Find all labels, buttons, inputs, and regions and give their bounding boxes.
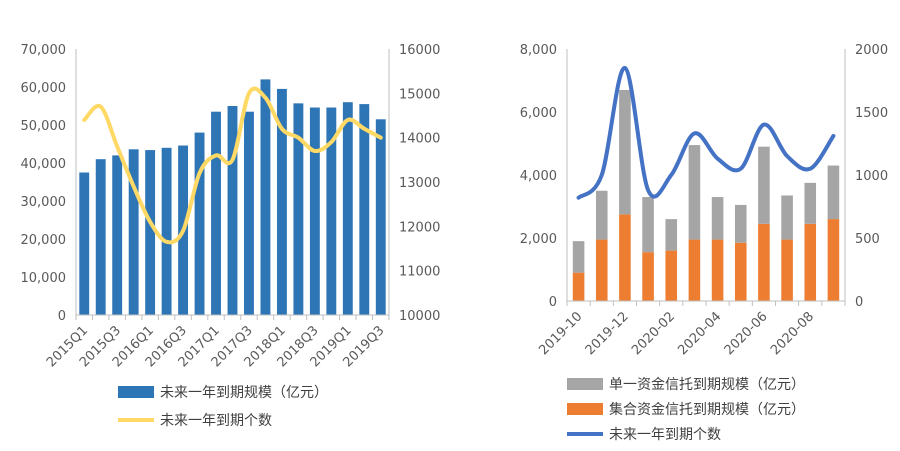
chart-2-maturity-by-month: 0 2,000 4,000 6,000 8,000 0 500 1000 1500 2000 201… (520, 43, 888, 443)
chart1-bar (309, 107, 320, 316)
chart2-bar (827, 219, 840, 301)
chart1-y-tick-label: 10,000 (21, 271, 67, 286)
chart2-bar (665, 219, 678, 251)
chart1-y-tick-label: 60,000 (21, 81, 67, 96)
chart2-bar (595, 239, 608, 301)
chart2-bar (734, 242, 747, 301)
chart1-bar (112, 155, 123, 315)
chart1-legend-label: 未来一年到期规模（亿元） (160, 385, 328, 401)
chart1-bar (359, 104, 370, 315)
chart2-legend-swatch (567, 403, 603, 415)
chart2-bar (572, 241, 585, 273)
chart1-y2-tick-label: 10000 (399, 309, 440, 324)
chart2-x-tick-label: 2020-08 (768, 309, 817, 358)
chart1-y2-tick-label: 11000 (399, 265, 440, 280)
chart2-bar (781, 239, 793, 301)
chart1-bar (227, 106, 238, 315)
chart2-bar (642, 252, 654, 301)
chart1-bar (276, 88, 287, 316)
chart2-bar (619, 89, 631, 215)
chart1-series-line (82, 86, 383, 245)
chart2-legend-label: 单一资金信托到期规模（亿元） (609, 377, 805, 393)
chart1-bar (211, 111, 221, 315)
chart2-y2-tick-label: 2000 (855, 43, 888, 58)
chart1-bar (79, 172, 90, 315)
chart2-y-tick-label: 4,000 (520, 169, 557, 184)
chart2-y2-tick-label: 500 (855, 232, 880, 247)
chart2-legend-label: 集合资金信托到期规模（亿元） (609, 401, 805, 418)
chart2-bar (711, 239, 724, 301)
chart2-bar (572, 272, 585, 301)
chart1-bar (342, 102, 353, 315)
chart1-y-tick-label: 50,000 (21, 119, 67, 134)
chart1-bar (194, 132, 205, 315)
chart1-bar (375, 119, 386, 315)
chart2-bar (619, 214, 631, 301)
chart1-y2-tick-label: 14000 (399, 132, 440, 147)
chart1-y-tick-label: 20,000 (21, 233, 67, 248)
chart2-series-line (576, 65, 836, 200)
chart1-bar (260, 79, 271, 316)
chart2-y2-tick-label: 1500 (855, 106, 888, 121)
chart1-y-tick-label: 0 (58, 309, 66, 324)
chart2-bar (827, 165, 840, 220)
chart2-x-tick-label: 2020-04 (675, 309, 724, 358)
chart2-x-tick-label: 2020-06 (722, 309, 771, 358)
chart1-y-tick-label: 30,000 (21, 195, 67, 210)
chart1-bar (161, 147, 172, 315)
chart2-bar (642, 197, 654, 253)
chart1-bar (326, 107, 337, 316)
chart2-bar (595, 190, 608, 240)
chart1-legend-swatch (118, 386, 154, 398)
chart2-y-tick-label: 2,000 (520, 232, 557, 247)
chart2-legend-swatch (567, 378, 603, 390)
chart2-x-tick-label: 2019-10 (536, 309, 585, 358)
chart2-legend-label: 未来一年到期个数 (609, 427, 721, 443)
chart1-bar (244, 111, 254, 315)
chart2-bar (781, 195, 793, 240)
chart1-bar (293, 103, 304, 315)
chart2-y-tick-label: 0 (549, 295, 557, 310)
chart1-y2-tick-label: 15000 (399, 87, 440, 102)
chart2-bar (804, 223, 817, 301)
chart1-bar (145, 150, 156, 315)
chart1-y-tick-label: 40,000 (21, 157, 67, 172)
chart2-bar (688, 239, 701, 301)
chart1-y2-tick-label: 12000 (399, 220, 440, 235)
chart2-y2-tick-label: 0 (855, 295, 863, 310)
chart2-x-tick-label: 2020-02 (629, 309, 678, 358)
chart2-bar (804, 182, 817, 224)
chart2-bar (711, 197, 724, 240)
chart2-y-tick-label: 6,000 (520, 106, 557, 121)
chart2-y2-tick-label: 1000 (855, 169, 888, 184)
chart-1-maturity-by-quarter: 0 10,000 20,000 30,000 40,000 50,000 60,000 70,… (21, 43, 441, 429)
chart1-y2-tick-label: 16000 (399, 43, 440, 58)
chart2-bar (665, 250, 678, 301)
chart2-bar (758, 146, 770, 224)
chart1-bar (128, 149, 139, 315)
chart2-bar (758, 223, 770, 301)
chart2-bar (688, 145, 701, 240)
chart1-legend-label: 未来一年到期个数 (160, 413, 272, 429)
chart1-y-tick-label: 70,000 (21, 43, 67, 58)
chart2-bar (734, 204, 747, 243)
chart2-x-tick-label: 2019-12 (583, 309, 632, 358)
chart1-y2-tick-label: 13000 (399, 176, 440, 191)
chart2-y-tick-label: 8,000 (520, 43, 557, 58)
chart1-bar (95, 159, 106, 315)
